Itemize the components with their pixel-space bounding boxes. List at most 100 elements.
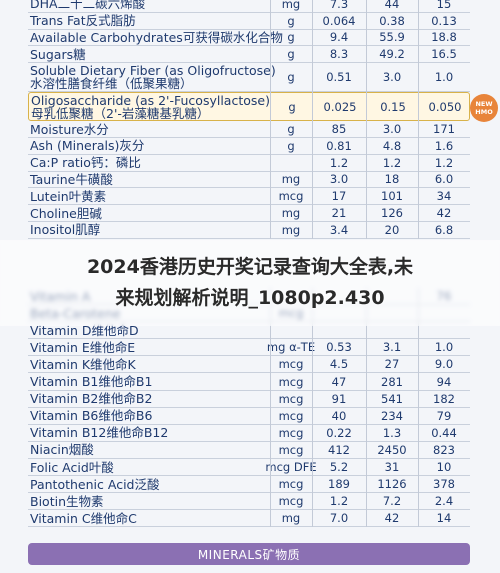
- value-cell: 281: [381, 374, 403, 389]
- row-name: DHA二十二碳六烯酸: [30, 0, 270, 12]
- value-cell: 1.2: [329, 494, 349, 509]
- name-text: Ca:P ratio钙：磷比: [30, 155, 141, 171]
- table-row: Vitamin E维他命E mg α-TE 0.53 3.1 1.0: [28, 339, 470, 357]
- value-cell: 1.2: [382, 155, 402, 170]
- row-name: Trans Fat反式脂肪: [30, 13, 270, 29]
- value-cell: 0.13: [431, 13, 457, 28]
- value-cell: 378: [433, 477, 455, 492]
- unit-cell: mg: [281, 172, 301, 187]
- name-text: 母乳低聚糖（2'-岩藻糖基乳糖）: [31, 105, 210, 121]
- name-text: Inositol肌醇: [30, 222, 101, 238]
- column-line: [366, 288, 367, 528]
- unit-cell: g: [287, 13, 295, 28]
- table-row: Inositol肌醇 mg 3.4 20 6.8: [28, 222, 470, 239]
- row-name: Vitamin B1维他命B1: [30, 374, 270, 390]
- value-cell: 15: [436, 0, 452, 11]
- table-row: Ca:P ratio钙：磷比 1.2 1.2 1.2: [28, 155, 470, 172]
- unit-cell: mcg: [278, 408, 304, 423]
- value-cell: 126: [381, 206, 403, 221]
- value-cell: 6.8: [434, 222, 454, 237]
- overlay-text: 来规划解析说明_1080p2.430: [115, 287, 385, 309]
- table-row: Vitamin C维他命C mg 7.0 42 14: [28, 510, 470, 528]
- column-line: [270, 288, 271, 528]
- table-row: Niacin烟酸 mcg 412 2450 823: [28, 442, 470, 459]
- value-cell: 5.2: [329, 460, 349, 475]
- value-cell: 6.0: [434, 172, 454, 187]
- unit-cell: mcg: [278, 391, 304, 406]
- name-text: Choline胆碱: [30, 205, 102, 221]
- table-row: Vitamin B6维他命B6 mcg 40 234 79: [28, 408, 470, 425]
- value-cell: 44: [384, 0, 400, 11]
- value-cell: 91: [331, 391, 347, 406]
- unit-cell: mcg: [278, 494, 304, 509]
- row-name: Vitamin E维他命E: [30, 339, 270, 355]
- table-row: Available Carbohydrates可获得碳水化合物 g 9.4 55.9 1…: [28, 30, 470, 47]
- name-text: Ash (Minerals)灰分: [30, 138, 145, 154]
- row-name: Ash (Minerals)灰分: [30, 138, 270, 154]
- badge-text: NEW: [475, 100, 493, 108]
- name-text: Sugars糖: [30, 46, 86, 62]
- table-row: Lutein叶黄素 mcg 17 101 34: [28, 188, 470, 206]
- name-text: Vitamin B6维他命B6: [30, 408, 153, 424]
- name-text: Lutein叶黄素: [30, 188, 107, 204]
- value-cell: 182: [433, 391, 455, 406]
- value-cell: 541: [381, 391, 403, 406]
- value-cell: 3.0: [382, 70, 402, 85]
- value-cell: 0.51: [326, 70, 352, 85]
- name-text: Niacin烟酸: [30, 442, 94, 458]
- value-cell: 42: [384, 511, 400, 526]
- name-text: Trans Fat反式脂肪: [30, 13, 136, 29]
- value-cell: 234: [381, 408, 403, 423]
- unit-cell: mg: [281, 206, 301, 221]
- value-cell: 79: [436, 408, 452, 423]
- value-cell: 0.38: [379, 13, 405, 28]
- value-cell: 42: [436, 206, 452, 221]
- column-line: [312, 0, 313, 239]
- name-text: Available Carbohydrates可获得碳水化合物: [30, 29, 283, 45]
- unit-cell: mcg: [278, 189, 304, 204]
- unit-cell: g: [287, 122, 295, 137]
- unit-cell: g: [287, 30, 295, 45]
- name-text: Oligosaccharide (as 2'-Fucosyllactose): [31, 92, 270, 108]
- table-row: Taurine牛磺酸 mg 3.0 18 6.0: [28, 172, 470, 189]
- value-cell: 1.3: [382, 425, 402, 440]
- value-cell: 2450: [377, 442, 407, 457]
- unit-cell: g: [287, 47, 295, 62]
- unit-cell: mcg DFE: [265, 460, 317, 475]
- row-name: Vitamin B6维他命B6: [30, 408, 270, 424]
- row-name: Inositol肌醇: [30, 222, 270, 238]
- name-text: DHA二十二碳六烯酸: [30, 0, 146, 12]
- table-row: Vitamin K维他命K mcg 4.5 27 9.0: [28, 356, 470, 374]
- name-text: Vitamin E维他命E: [30, 339, 136, 355]
- table-row: Soluble Dietary Fiber (as Oligofructose)…: [28, 63, 470, 93]
- table-row: Vitamin B2维他命B2 mcg 91 541 182: [28, 391, 470, 408]
- value-cell: 94: [436, 374, 452, 389]
- value-cell: 412: [328, 442, 350, 457]
- value-cell: 8.3: [329, 47, 349, 62]
- table-row: Ash (Minerals)灰分 g 0.81 4.8 1.6: [28, 138, 470, 155]
- name-text: Vitamin K维他命K: [30, 356, 136, 372]
- value-cell: 40: [331, 408, 347, 423]
- value-cell: 9.0: [434, 357, 454, 372]
- row-name: Vitamin B2维他命B2: [30, 391, 270, 407]
- value-cell: 3.1: [382, 340, 402, 355]
- row-name: Available Carbohydrates可获得碳水化合物: [30, 30, 283, 46]
- value-cell: 4.8: [382, 138, 402, 153]
- unit-cell: mcg: [278, 374, 304, 389]
- value-cell: 17: [331, 189, 347, 204]
- unit-cell: mg: [281, 222, 301, 237]
- value-cell: 3.0: [329, 172, 349, 187]
- name-text: Vitamin C维他命C: [30, 510, 137, 526]
- new-hmo-badge: NEW HMO: [470, 94, 498, 122]
- row-name: Pantothenic Acid泛酸: [30, 476, 270, 492]
- value-cell: 10: [436, 460, 452, 475]
- name-text: 水溶性膳食纤维（低聚果糖）: [30, 76, 193, 92]
- row-name: Oligosaccharide (as 2'-Fucosyllactose) 母乳…: [31, 93, 271, 120]
- value-cell: 1126: [377, 477, 407, 492]
- value-cell: 20: [384, 222, 400, 237]
- name-text: Soluble Dietary Fiber (as Oligofructose): [30, 63, 276, 79]
- name-text: Vitamin B1维他命B1: [30, 374, 153, 390]
- value-cell: 101: [381, 189, 403, 204]
- value-cell: 0.22: [326, 425, 352, 440]
- value-cell: 14: [436, 511, 452, 526]
